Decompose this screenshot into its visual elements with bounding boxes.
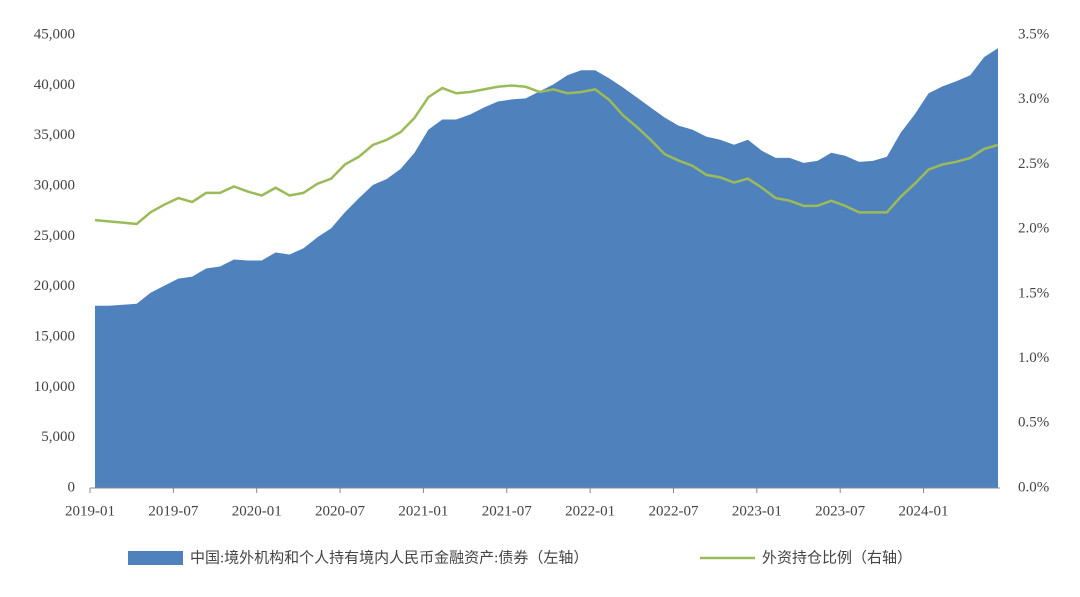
x-tick-label: 2021-07	[482, 503, 532, 519]
y2-tick-label: 2.5%	[1018, 156, 1049, 172]
y-tick-label: 0	[68, 479, 76, 495]
x-tick-label: 2022-07	[648, 503, 698, 519]
area	[95, 48, 998, 488]
x-tick-label: 2019-07	[148, 503, 198, 519]
y2-tick-label: 2.0%	[1018, 221, 1049, 237]
x-tick-label: 2019-01	[65, 503, 115, 519]
line	[94, 84, 999, 226]
legend-label: 外资持仓比例（右轴）	[762, 549, 912, 566]
x-tick-label: 2020-07	[315, 503, 365, 519]
x-tick-label: 2022-01	[565, 503, 615, 519]
y-tick-label: 45,000	[34, 26, 75, 42]
y2-tick-label: 3.5%	[1018, 26, 1049, 42]
y-tick-label: 25,000	[34, 228, 75, 244]
y2-tick-label: 1.0%	[1018, 350, 1049, 366]
x-tick-label: 2023-07	[815, 503, 865, 519]
y-tick-label: 30,000	[34, 177, 75, 193]
y-tick-label: 35,000	[34, 127, 75, 143]
x-tick-label: 2021-01	[398, 503, 448, 519]
x-tick-label: 2020-01	[232, 503, 282, 519]
y-tick-label: 5,000	[41, 429, 75, 445]
y2-tick-label: 0.0%	[1018, 479, 1049, 495]
y2-tick-label: 0.5%	[1018, 415, 1049, 431]
x-tick-label: 2024-01	[899, 503, 949, 519]
y2-tick-label: 3.0%	[1018, 91, 1049, 107]
y-tick-label: 40,000	[34, 77, 75, 93]
y-tick-label: 20,000	[34, 278, 75, 294]
y-tick-label: 10,000	[34, 379, 75, 395]
y-tick-label: 15,000	[34, 328, 75, 344]
x-tick-label: 2023-01	[732, 503, 782, 519]
y2-tick-label: 1.5%	[1018, 285, 1049, 301]
legend-label: 中国:境外机构和个人持有境内人民币金融资产:债券（左轴）	[190, 548, 588, 566]
legend-swatch	[128, 551, 183, 565]
